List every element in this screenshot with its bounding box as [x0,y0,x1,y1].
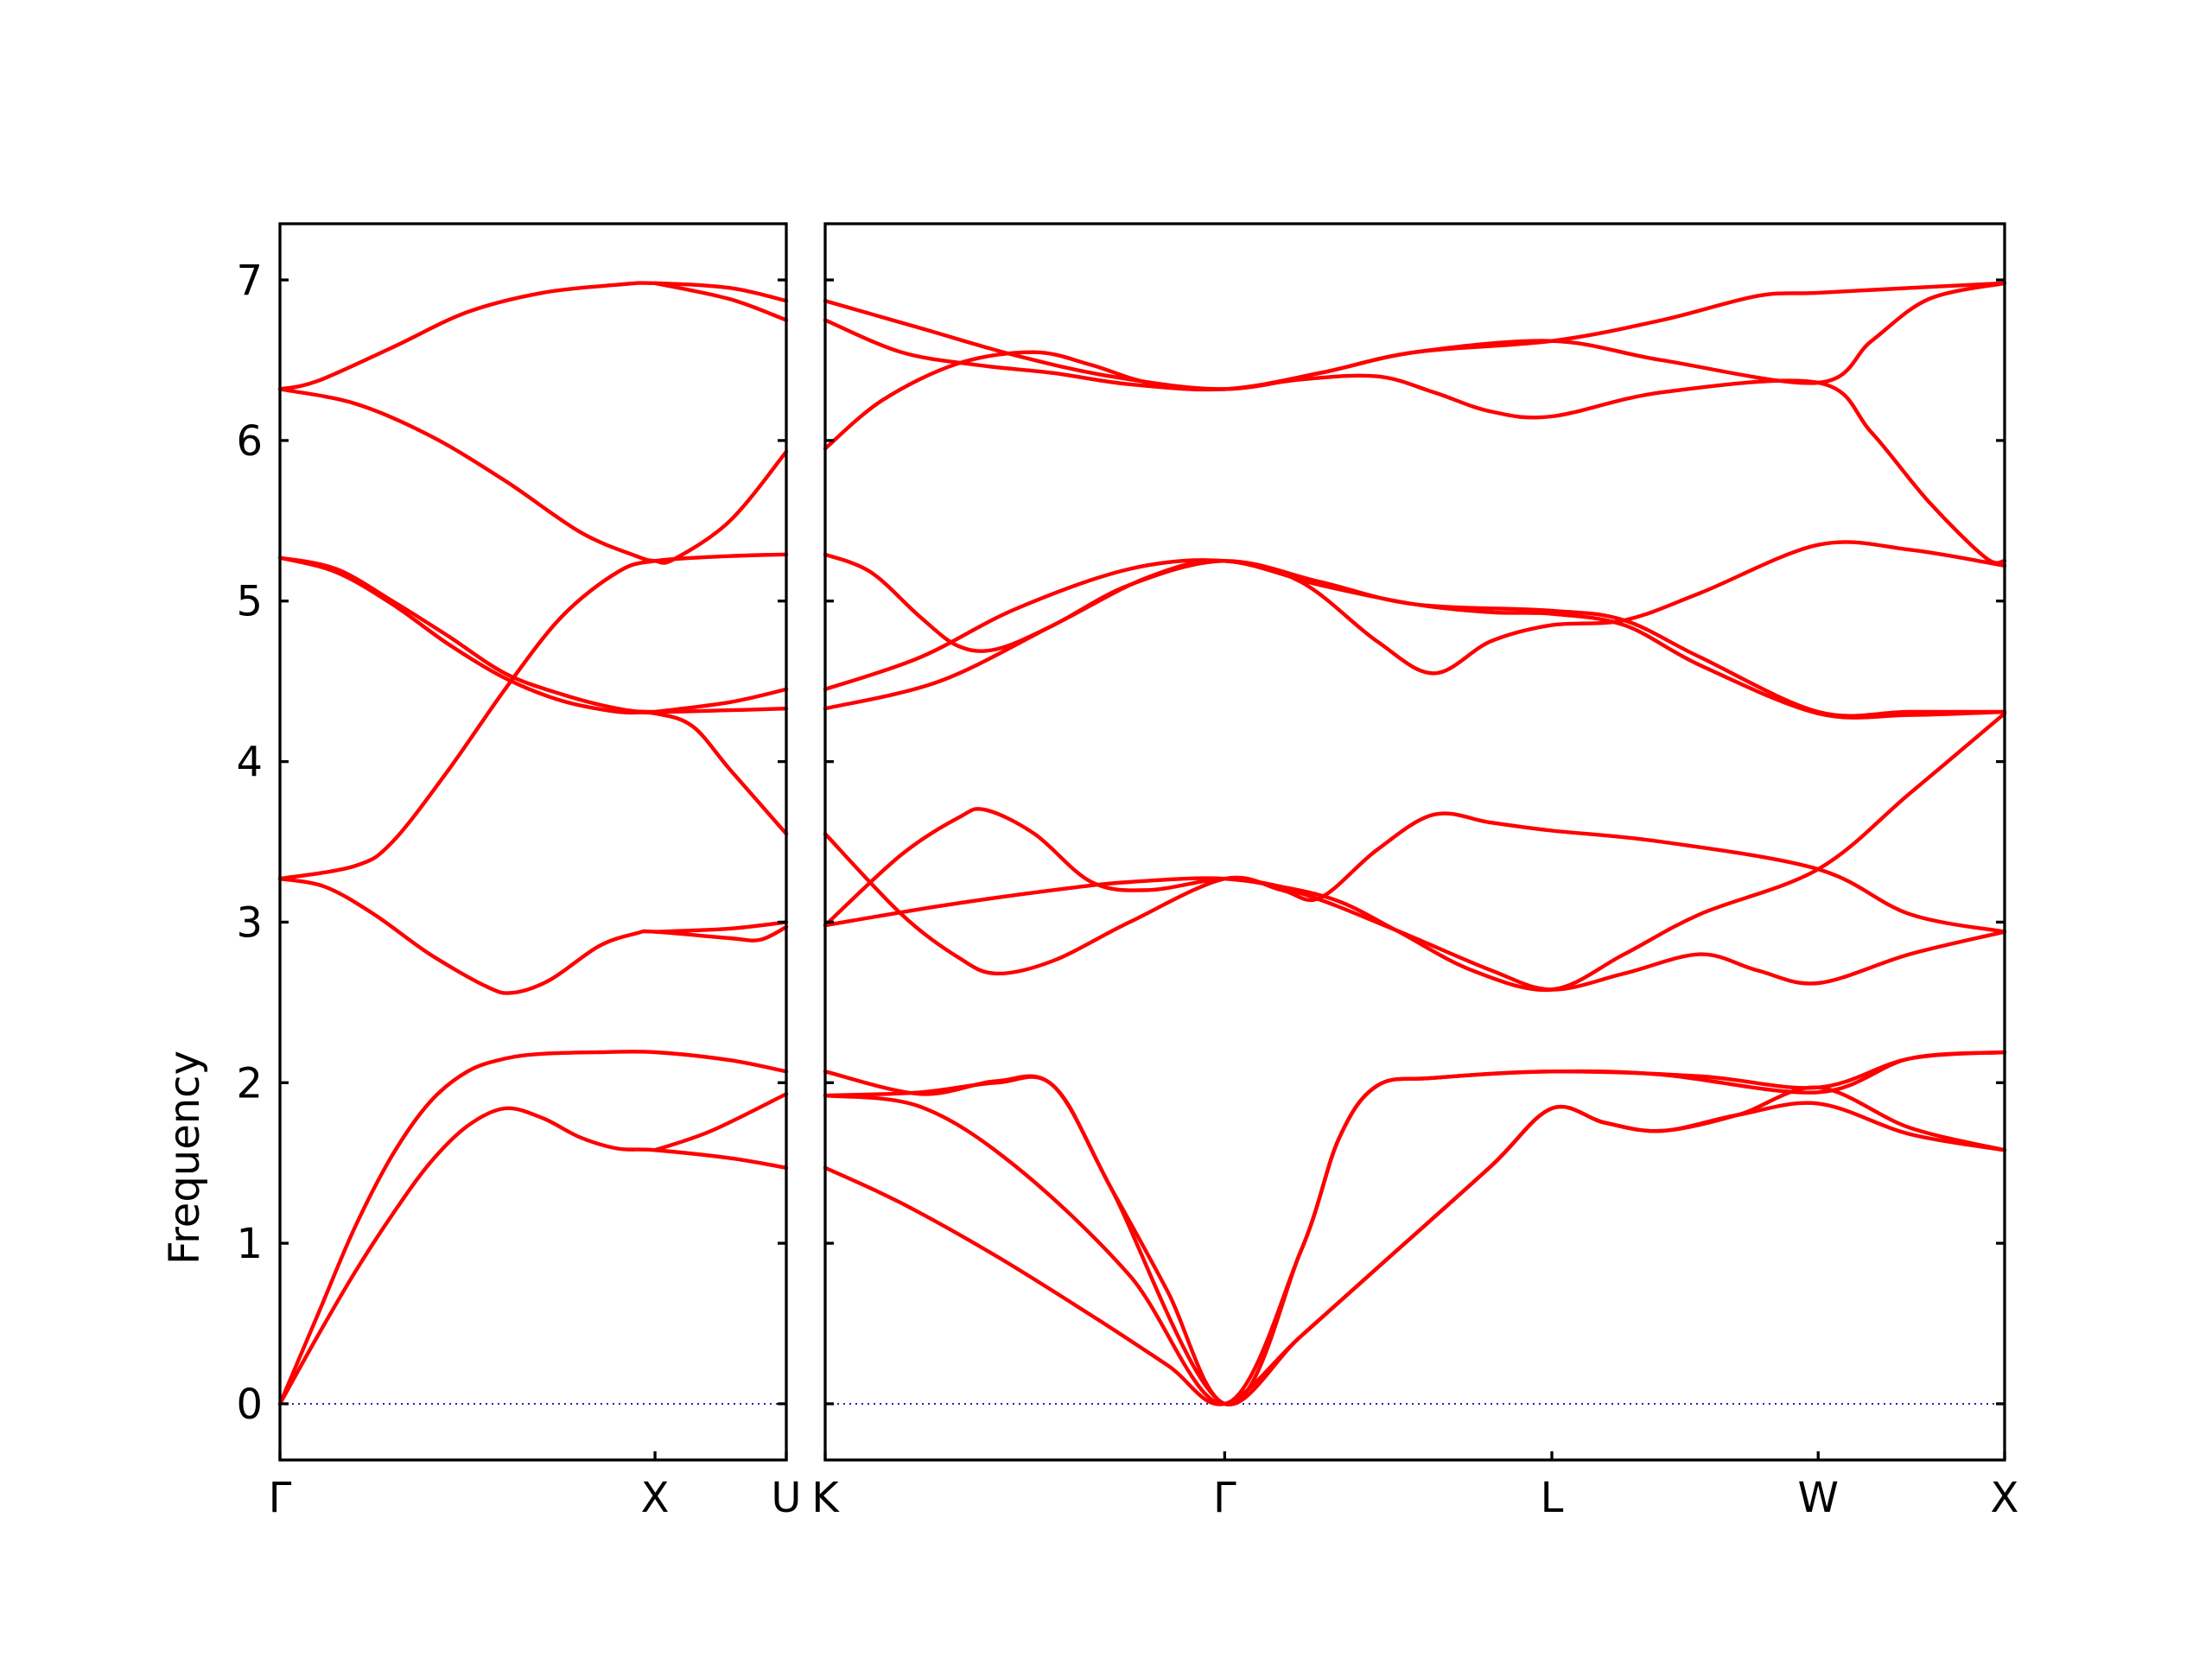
y-tick-label: 3 [236,898,263,947]
x-tick-label: U [771,1474,801,1522]
y-tick-label: 7 [236,257,263,305]
band-line-1-10 [652,920,789,934]
y-tick-label: 5 [236,578,263,626]
band-line-2-13 [823,281,2007,391]
band-line-1-8 [277,281,789,391]
band-line-1-2 [277,1050,789,1406]
band-line-2-7 [823,711,2007,993]
y-tick-label: 1 [236,1220,263,1268]
band-line-2-5 [823,876,2007,992]
band-line-1-4 [277,552,789,881]
y-axis-label: Frequency [161,1050,209,1265]
x-tick-label: X [641,1474,670,1522]
band-line-2-11 [823,350,2007,565]
band-line-2-10 [823,552,2007,718]
y-tick-label: 2 [236,1059,263,1108]
x-tick-label: X [1991,1474,2019,1522]
band-line-2-4 [823,1050,2007,1406]
band-line-1-3 [277,877,789,995]
x-tick-label: K [811,1474,840,1522]
plot-frame [823,222,2006,1462]
band-line-1-7 [277,387,789,565]
band-line-2-9 [823,540,2007,692]
plot-frame [278,222,788,1462]
panel-gamma-x-u: 0 1 2 3 4 5 6 7 Γ X U [236,222,802,1522]
band-line-1-12 [652,281,789,322]
band-line-1-9 [652,687,789,714]
band-line-1-11 [652,1092,789,1152]
y-tick-label: 6 [236,417,263,466]
x-tick-label: Γ [1213,1474,1236,1522]
band-line-1-6 [277,555,789,836]
x-tick-label: Γ [269,1474,292,1522]
band-line-1-5 [277,555,789,714]
x-tick-label: W [1798,1474,1839,1522]
band-line-2-6 [823,811,2007,976]
y-tick-label: 4 [236,739,263,787]
y-tick-label: 0 [236,1381,263,1429]
x-tick-label: L [1541,1474,1564,1522]
